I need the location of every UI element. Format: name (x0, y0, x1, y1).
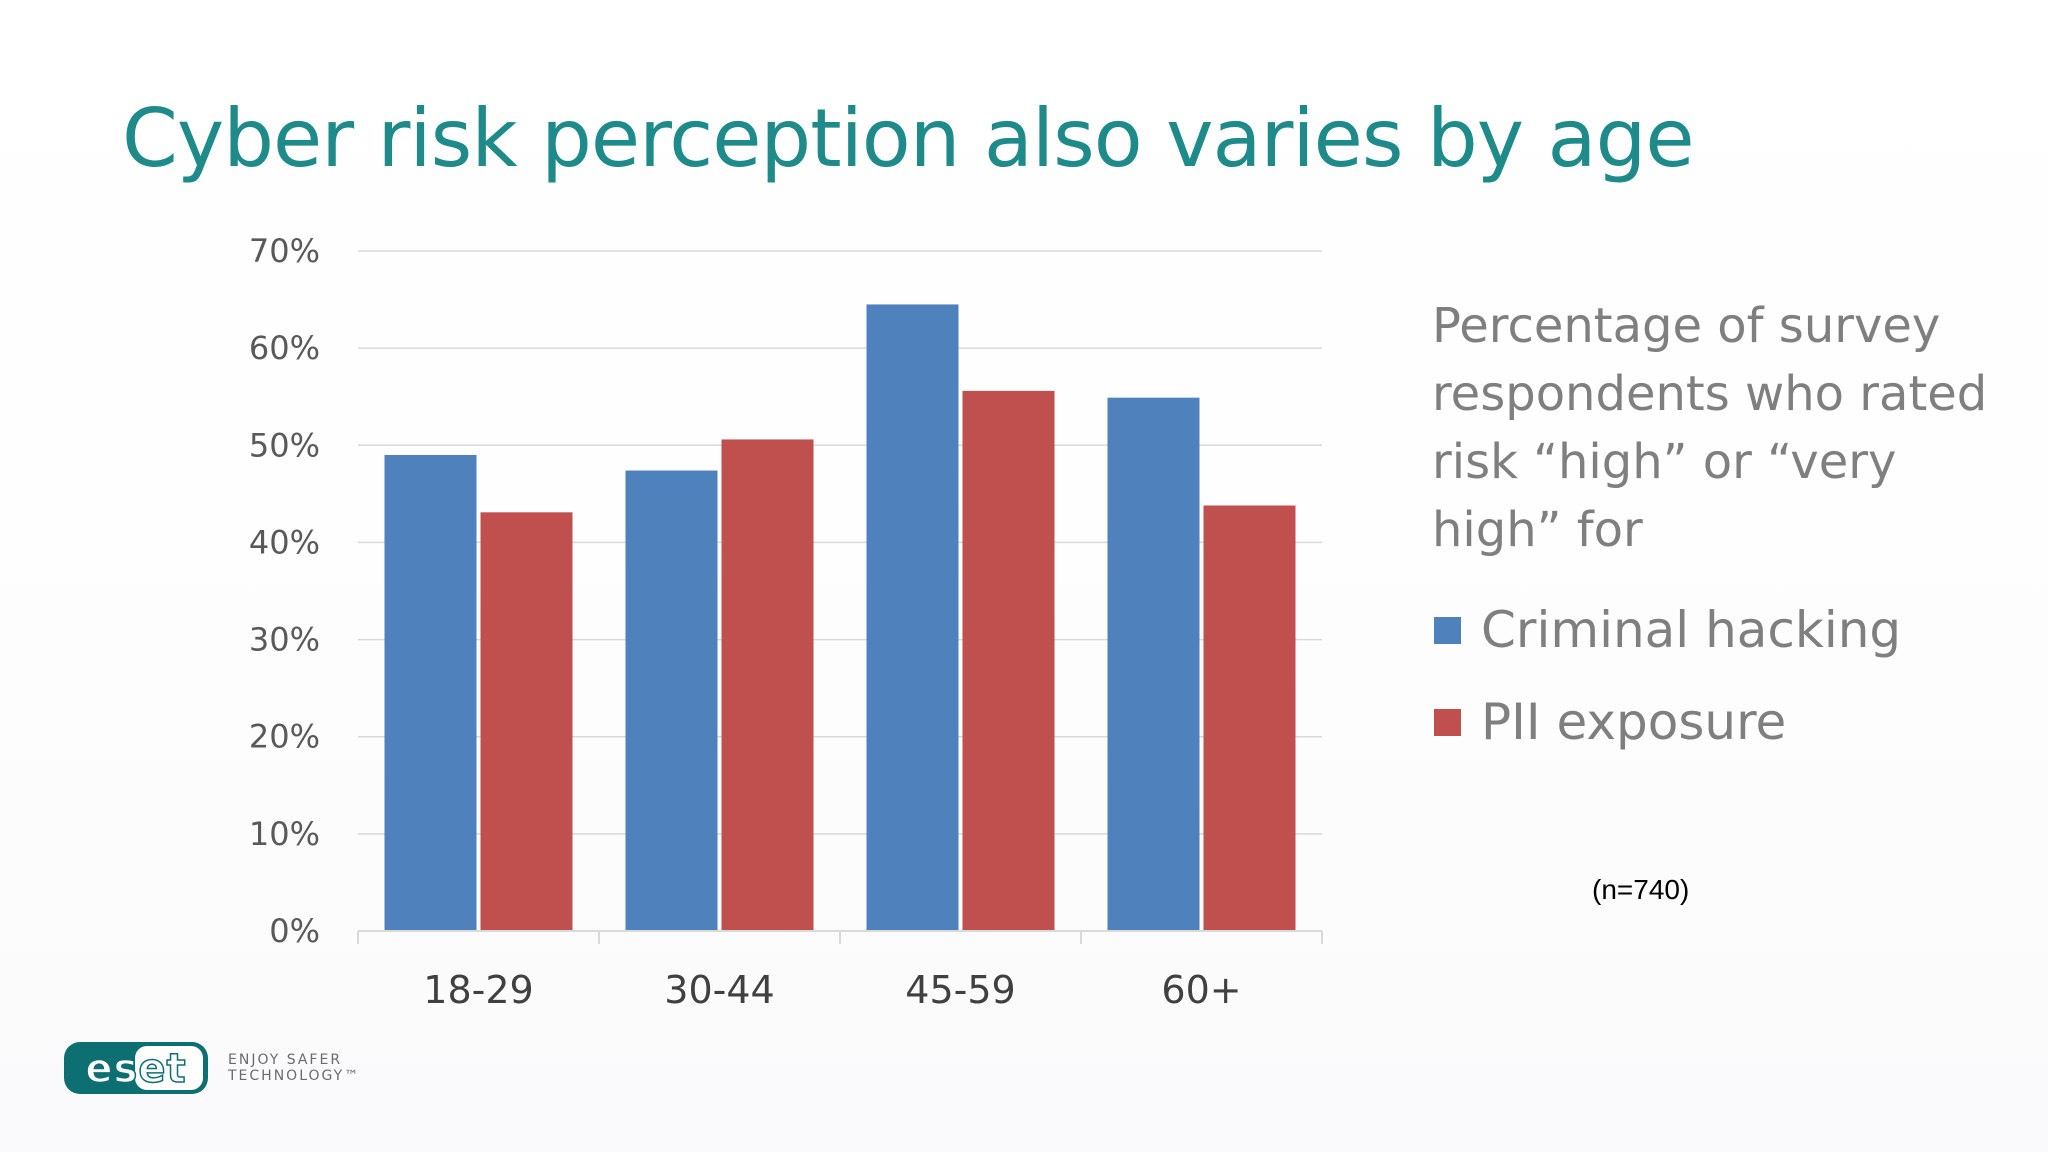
legend-swatch-pii-exposure (1434, 708, 1461, 736)
y-tick-label: 40% (249, 523, 320, 561)
legend-swatch-criminal-hacking (1434, 616, 1461, 644)
chart-x-axis (357, 930, 1323, 944)
eset-tagline: ENJOY SAFER TECHNOLOGY™ (228, 1052, 360, 1084)
bar-pii-exposure-1829 (480, 512, 573, 931)
slide-title: Cyber risk perception also varies by age (122, 92, 1695, 185)
bar-criminal-hacking-1829 (384, 455, 477, 931)
eset-logo: eset (64, 1042, 208, 1094)
legend-item-criminal-hacking: Criminal hacking (1434, 584, 1901, 676)
y-tick-label: 50% (249, 426, 320, 464)
x-tick-label: 18-29 (423, 968, 533, 1012)
tagline-line-1: ENJOY SAFER (228, 1052, 343, 1068)
y-tick-label: 70% (249, 232, 320, 270)
x-tick-label: 30-44 (664, 968, 774, 1012)
legend-label-pii-exposure: PII exposure (1481, 693, 1787, 751)
bar-pii-exposure-3044 (721, 439, 814, 931)
y-tick-label: 60% (249, 329, 320, 367)
eset-logo-text: eset (85, 1046, 186, 1092)
legend-item-pii-exposure: PII exposure (1434, 676, 1901, 768)
chart-legend: Criminal hacking PII exposure (1434, 584, 1901, 768)
chart-bars (384, 304, 1296, 932)
x-tick-label: 60+ (1161, 968, 1241, 1012)
chart-description: Percentage of survey respondents who rat… (1432, 298, 1988, 558)
legend-label-criminal-hacking: Criminal hacking (1481, 601, 1902, 659)
sample-size-note: (n=740) (1592, 874, 1690, 905)
y-tick-label: 10% (249, 815, 320, 853)
y-tick-label: 20% (249, 718, 320, 756)
bar-pii-exposure-60 (1203, 505, 1296, 931)
x-tick-label: 45-59 (905, 968, 1015, 1012)
bar-criminal-hacking-4559 (866, 304, 959, 931)
y-tick-label: 30% (249, 621, 320, 659)
bar-criminal-hacking-60 (1107, 397, 1200, 932)
y-tick-label: 0% (269, 912, 320, 950)
chart-labels: 0% 10% 20% 30% 40% 50% 60% 70% 18-29 30-44 45-59 60… (249, 232, 1242, 1012)
tagline-line-2: TECHNOLOGY™ (228, 1068, 361, 1084)
bar-criminal-hacking-3044 (625, 470, 718, 931)
bar-pii-exposure-4559 (962, 390, 1055, 931)
